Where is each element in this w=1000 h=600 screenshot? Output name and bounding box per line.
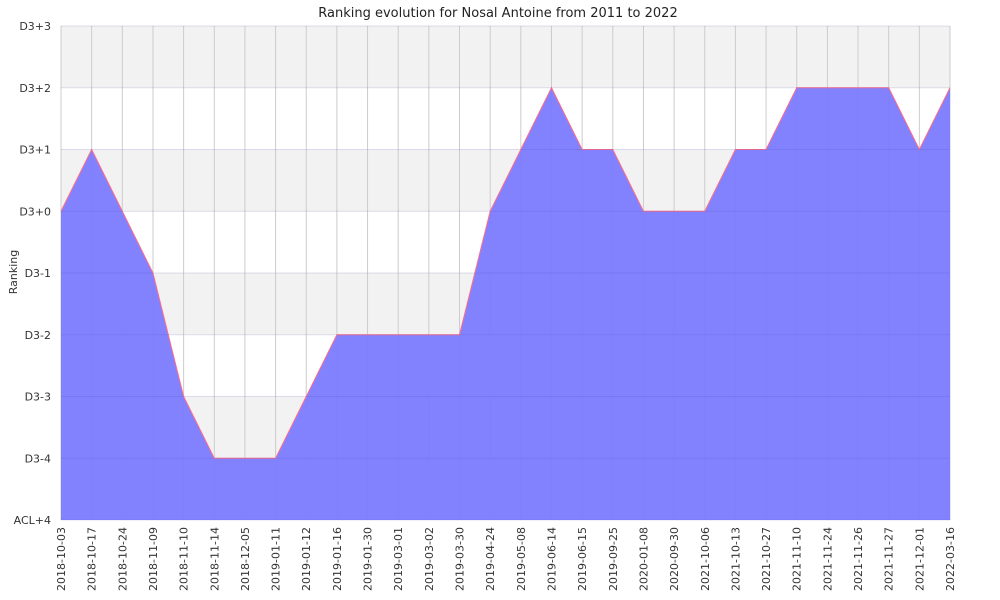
horizontal-grid-overlay: [61, 25, 950, 521]
x-tick-label: 2021-11-26: [852, 527, 865, 591]
y-tick-label: D3-2: [25, 329, 51, 342]
series-area: [61, 87, 950, 520]
x-tick-label: 2021-11-24: [821, 527, 834, 591]
y-tick-label: D3+0: [19, 205, 51, 218]
x-tick-label: 2018-10-17: [86, 527, 99, 591]
x-tick-label: 2019-09-25: [607, 527, 620, 591]
x-tick-label: 2021-11-10: [791, 527, 804, 591]
y-tick-label: D3+3: [19, 20, 51, 33]
x-tick-label: 2019-03-02: [423, 527, 436, 591]
y-tick-label: D3-3: [25, 391, 51, 404]
chart-title: Ranking evolution for Nosal Antoine from…: [318, 6, 677, 21]
x-tick-label: 2019-05-08: [515, 527, 528, 591]
y-tick-label: D3+1: [19, 144, 51, 157]
x-tick-label: 2021-10-27: [760, 527, 773, 591]
x-tick-label: 2020-09-30: [668, 527, 681, 591]
x-tick-label: 2019-01-11: [270, 527, 283, 591]
x-tick-labels: 2018-10-03 2018-10-17 2018-10-24 2018-11-09…: [55, 527, 957, 591]
x-tick-label: 2019-01-30: [362, 527, 375, 591]
x-tick-label: 2021-11-27: [883, 527, 896, 591]
x-tick-label: 2019-03-30: [454, 527, 467, 591]
x-tick-label: 2020-01-08: [637, 527, 650, 591]
area-layer: [60, 86, 951, 520]
y-tick-label: D3-1: [25, 267, 51, 280]
x-tick-label: 2019-01-12: [300, 527, 313, 591]
x-tick-label: 2019-04-24: [484, 527, 497, 591]
y-tick-label: ACL+4: [14, 514, 51, 527]
x-tick-label: 2019-01-16: [331, 527, 344, 591]
x-tick-label: 2018-11-14: [208, 527, 221, 591]
y-tick-label: D3+2: [19, 82, 51, 95]
y-axis-label: Ranking: [7, 250, 20, 295]
y-tick-label: D3-4: [25, 452, 51, 465]
x-tick-label: 2018-11-10: [178, 527, 191, 591]
x-tick-label: 2018-10-03: [55, 527, 68, 591]
y-tick-labels: ACL+4 D3-4 D3-3 D3-2 D3-1 D3+0 D3+1 D3+2 D3+3: [14, 20, 51, 527]
x-tick-label: 2021-10-13: [729, 527, 742, 591]
series-line: [60, 86, 951, 459]
x-tick-label: 2018-12-05: [239, 527, 252, 591]
x-tick-label: 2018-10-24: [116, 527, 129, 591]
x-tick-label: 2019-06-14: [545, 527, 558, 591]
x-tick-label: 2021-12-01: [913, 527, 926, 591]
x-tick-label: 2022-03-16: [944, 527, 957, 591]
x-tick-label: 2019-03-01: [392, 527, 405, 591]
x-tick-label: 2019-06-15: [576, 527, 589, 591]
x-tick-label: 2021-10-06: [699, 527, 712, 591]
background-band: [61, 26, 950, 88]
x-tick-label: 2018-11-09: [147, 527, 160, 591]
